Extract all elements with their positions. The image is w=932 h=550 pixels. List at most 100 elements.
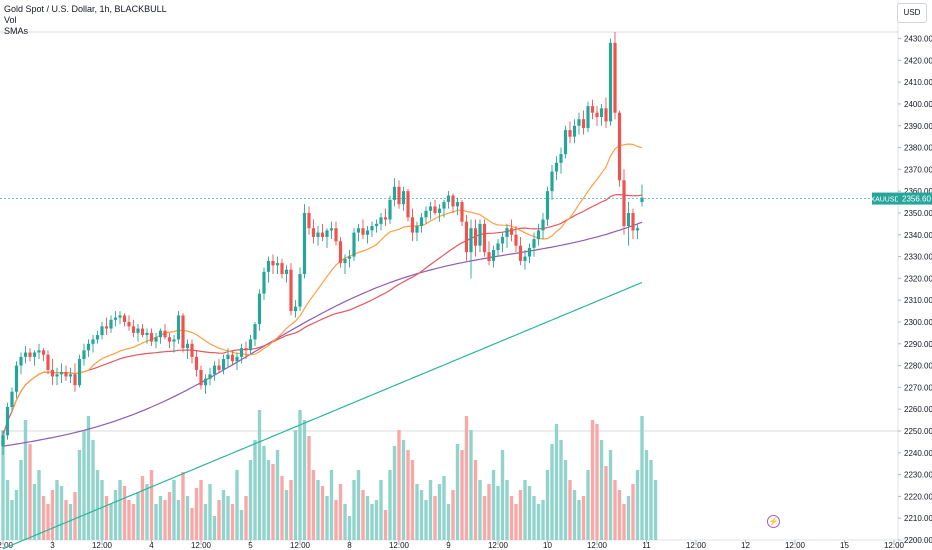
candle-body [640, 197, 644, 203]
volume-bar [577, 500, 581, 540]
x-tick-label: 9 [446, 541, 451, 550]
volume-bar [334, 500, 338, 540]
volume-bar [14, 490, 19, 540]
volume-bar [199, 480, 203, 540]
chart-legend: Gold Spot / U.S. Dollar, 1h, BLACKBULL V… [4, 4, 167, 37]
candle-body [595, 112, 599, 118]
current-price-label: 2356.60 [902, 195, 931, 204]
sma-slow-line [2, 221, 643, 447]
volume-bar [383, 510, 388, 540]
volume-bar [541, 500, 545, 540]
y-tick-label: 2290.00 [904, 340, 932, 349]
volume-bar [212, 516, 217, 540]
candle-body [613, 42, 617, 113]
volume-bar [460, 450, 464, 540]
candle-body [388, 199, 392, 220]
volume-bar [257, 410, 262, 540]
volume-bar [482, 496, 487, 540]
candle-body [203, 378, 208, 386]
volume-bar [284, 490, 289, 540]
currency-button[interactable]: USD [897, 3, 927, 23]
candle-body [68, 374, 73, 377]
candle-body [428, 206, 433, 211]
volume-bar [631, 484, 635, 540]
candle-body [338, 241, 343, 264]
volume-bar [487, 484, 491, 540]
volume-bar [226, 496, 230, 540]
volume-bar [59, 486, 64, 540]
candle-body [392, 186, 397, 200]
candle-body [550, 171, 554, 192]
candle-body [617, 112, 622, 181]
volume-bar [392, 446, 397, 540]
candle-body [230, 354, 235, 362]
candle-body [140, 328, 145, 336]
candle-body [154, 337, 158, 342]
candle-body [284, 269, 289, 275]
volume-bar [91, 440, 95, 540]
x-tick-label: 12:00 [191, 541, 212, 550]
candle-body [527, 247, 532, 257]
volume-bar [599, 440, 604, 540]
volume-bar [527, 486, 532, 540]
volume-bar [464, 416, 469, 540]
candle-body [46, 354, 50, 370]
candle-body [217, 365, 221, 370]
candle-body [563, 130, 568, 155]
volume-bar [185, 496, 190, 540]
volume-bar [595, 424, 599, 540]
candle-body [221, 359, 226, 370]
volume-bar [32, 484, 37, 540]
lightning-icon[interactable]: ⚡ [767, 515, 780, 528]
candle-body [415, 226, 419, 233]
candle-body [5, 407, 10, 436]
candle-body [437, 208, 442, 213]
candle-body [568, 130, 572, 137]
candle-body [23, 352, 28, 357]
candle-body [410, 217, 415, 233]
volume-bar [275, 450, 280, 540]
candle-body [28, 352, 32, 357]
x-tick-label: 10 [543, 541, 552, 550]
candle-body [190, 343, 194, 357]
volume-bar [95, 470, 100, 540]
volume-bar [50, 490, 55, 540]
volume-bar [374, 500, 379, 540]
candle-body [293, 306, 298, 312]
volume-bar [149, 470, 154, 540]
candle-body [455, 202, 460, 207]
x-tick-label: 3 [50, 541, 55, 550]
candle-body [181, 315, 185, 349]
x-tick-label: 5 [248, 541, 253, 550]
candle-body [136, 328, 140, 333]
candle-body [32, 352, 37, 357]
candle-body [581, 119, 586, 128]
candle-body [248, 339, 253, 351]
volume-bar [64, 500, 68, 540]
y-tick-label: 2370.00 [904, 165, 932, 174]
candle-body [235, 356, 239, 362]
volume-bar [289, 480, 293, 540]
y-tick-label: 2200.00 [904, 536, 932, 545]
candle-body [460, 202, 464, 222]
y-tick-label: 2210.00 [904, 514, 932, 523]
candle-body [82, 350, 86, 360]
volume-bar [136, 492, 140, 540]
y-tick-label: 2310.00 [904, 296, 932, 305]
volume-bar [131, 504, 136, 540]
candle-body [19, 356, 23, 366]
volume-bar [442, 476, 446, 540]
y-tick-label: 2340.00 [904, 231, 932, 240]
candle-body [158, 330, 163, 338]
volume-bar [365, 496, 370, 540]
candle-body [77, 359, 82, 386]
volume-bar [5, 480, 10, 540]
candle-body [541, 219, 545, 231]
candle-body [599, 108, 604, 118]
volume-bar [271, 464, 275, 540]
y-tick-label: 2350.00 [904, 209, 932, 218]
candle-body [487, 252, 491, 261]
volume-bar [190, 508, 194, 540]
candle-body [545, 191, 550, 220]
